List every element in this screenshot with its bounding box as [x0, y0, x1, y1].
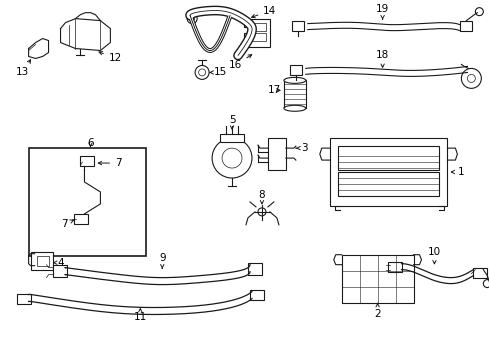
Bar [292, 21, 304, 31]
Bar [250, 289, 264, 300]
Circle shape [222, 148, 242, 168]
Circle shape [205, 7, 212, 14]
Text: 19: 19 [376, 4, 389, 19]
Bar [252, 23, 266, 31]
Text: 14: 14 [252, 6, 276, 18]
Bar [248, 19, 270, 46]
Bar [52, 265, 67, 276]
Bar [388, 262, 401, 272]
Text: 12: 12 [99, 51, 122, 63]
Circle shape [467, 75, 475, 82]
Circle shape [195, 66, 209, 80]
Text: 9: 9 [159, 253, 166, 268]
Bar [338, 172, 440, 196]
Text: 15: 15 [210, 67, 227, 77]
Bar [74, 214, 89, 224]
Circle shape [258, 208, 266, 216]
Text: 2: 2 [374, 303, 381, 319]
Text: 5: 5 [229, 115, 235, 129]
Circle shape [483, 280, 490, 288]
Bar [461, 21, 472, 31]
Bar [30, 252, 52, 270]
Polygon shape [28, 39, 49, 58]
Bar [37, 256, 49, 266]
Circle shape [475, 8, 483, 15]
Bar [284, 80, 306, 108]
Ellipse shape [284, 105, 306, 111]
Circle shape [187, 14, 197, 24]
Ellipse shape [284, 77, 306, 84]
Text: 8: 8 [259, 190, 265, 204]
Bar [290, 66, 302, 75]
Circle shape [212, 138, 252, 178]
Bar [28, 148, 147, 256]
Polygon shape [61, 19, 110, 50]
Bar [338, 146, 440, 170]
Circle shape [462, 68, 481, 88]
Text: 16: 16 [228, 55, 252, 71]
Text: 1: 1 [451, 167, 465, 177]
Text: 18: 18 [376, 50, 389, 67]
Bar [248, 263, 262, 275]
Bar [252, 32, 266, 41]
Bar [268, 138, 286, 170]
Text: 7: 7 [98, 158, 122, 168]
Text: 10: 10 [428, 247, 441, 264]
Bar [473, 268, 488, 278]
Bar [17, 293, 30, 303]
Text: 11: 11 [134, 309, 147, 323]
Text: 4: 4 [53, 258, 64, 268]
Text: 17: 17 [269, 85, 282, 95]
Circle shape [190, 16, 195, 21]
Text: 6: 6 [87, 138, 94, 148]
Circle shape [198, 69, 206, 76]
Text: 13: 13 [16, 60, 30, 77]
Bar [80, 156, 95, 166]
Bar [342, 255, 414, 302]
Bar [220, 134, 244, 142]
Text: 3: 3 [296, 143, 308, 153]
Bar [330, 138, 447, 206]
Text: 7: 7 [61, 219, 74, 229]
